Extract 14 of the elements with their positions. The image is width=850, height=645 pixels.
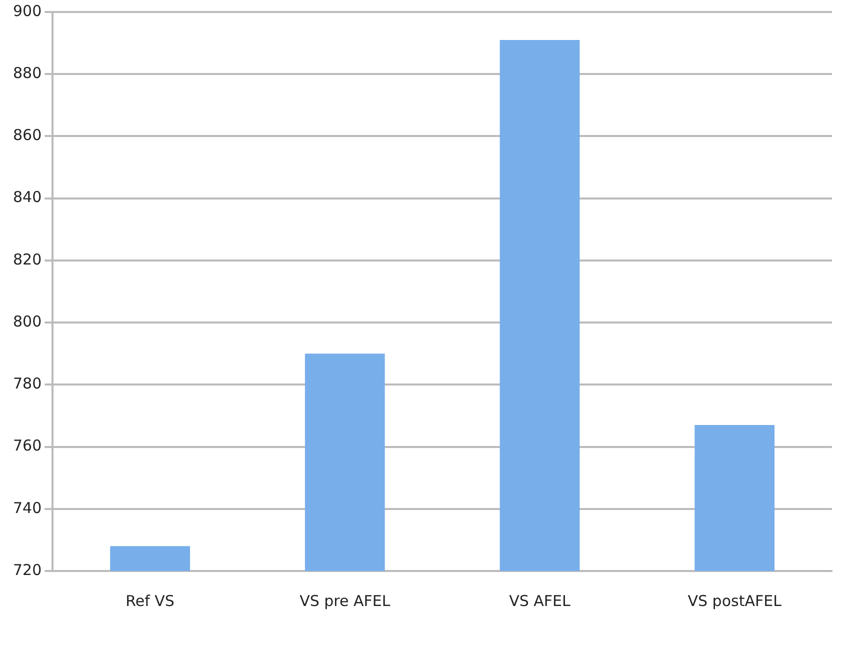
y-tick-label: 860 <box>12 126 42 144</box>
y-tick-label: 900 <box>12 2 42 20</box>
x-tick-label: VS postAFEL <box>688 592 782 610</box>
y-tick-label: 820 <box>12 250 42 268</box>
y-tick-label: 840 <box>12 188 42 206</box>
x-tick-label: Ref VS <box>126 592 174 610</box>
y-tick-label: 760 <box>12 436 42 455</box>
y-tick-label: 880 <box>12 64 42 82</box>
y-tick-label: 740 <box>12 498 42 517</box>
y-tick-label: 720 <box>12 560 42 579</box>
x-tick-label: VS AFEL <box>509 592 572 610</box>
y-tick-label: 780 <box>12 374 42 393</box>
y-tick-label: 800 <box>12 312 42 330</box>
x-tick-label: VS pre AFEL <box>300 592 391 610</box>
